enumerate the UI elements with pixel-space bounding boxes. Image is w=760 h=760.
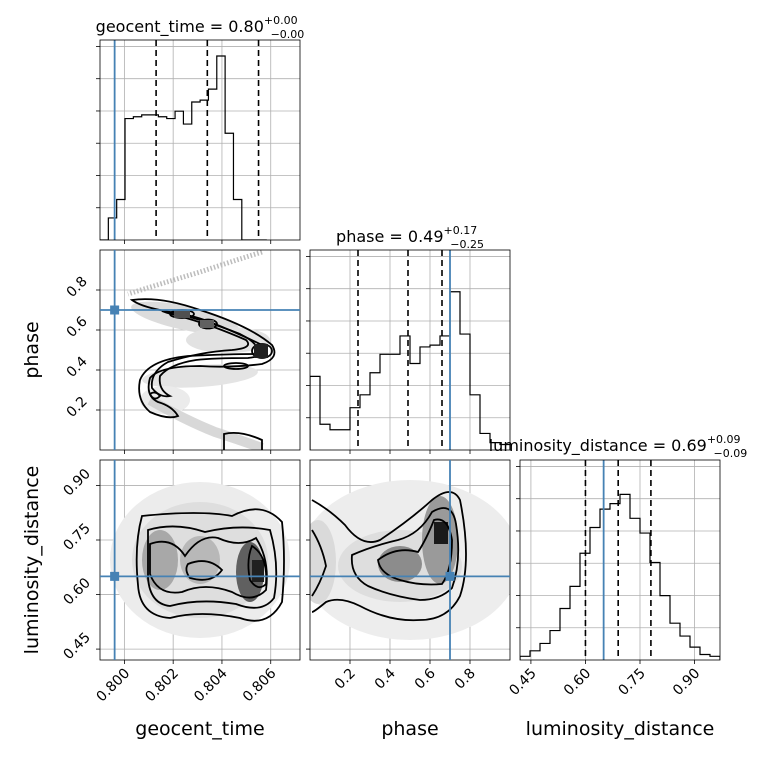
ylabel-luminosity-distance: luminosity_distance [21, 466, 43, 655]
ytick-label-phase: 0.6 [64, 314, 91, 341]
panel-phase-hist: phase = 0.49+0.17 −0.25 [306, 224, 511, 454]
scatter-cloud-phase-vs-geocent-time [127, 250, 270, 450]
yticks-phase-hist [306, 256, 471, 454]
grid-geocent-time-hist [100, 40, 300, 240]
xtick-label-geocent-time: 0.804 [191, 665, 231, 705]
grid-phase-vs-geocent-time [100, 250, 300, 450]
density-contours-luminosity-distance-vs-phase [311, 491, 467, 622]
panel-luminosity-distance-hist: luminosity_distance = 0.69+0.09 −0.09 [489, 433, 748, 664]
ticks-luminosity-distance-vs-geocent-time [96, 485, 272, 664]
xtick-label-geocent-time: 0.802 [142, 666, 182, 706]
title-phase: phase = 0.49+0.17 −0.25 [336, 224, 484, 251]
ytick-label-luminosity-distance: 0.90 [60, 466, 93, 499]
histogram-geocent-time [100, 55, 267, 240]
histogram-luminosity-distance [520, 493, 720, 660]
truth-point [110, 571, 120, 581]
quantile-lines-phase [357, 250, 443, 450]
ytick-label-phase: 0.2 [64, 394, 91, 421]
title-geocent-time: geocent_time = 0.80+0.00 −0.00 [96, 14, 305, 41]
yticks-geocent-time-hist [96, 46, 272, 244]
xtick-label-geocent-time: 0.806 [240, 665, 280, 705]
ticks-phase-vs-geocent-time [96, 289, 272, 454]
histogram-phase [310, 291, 510, 450]
xlabel-geocent-time: geocent_time [135, 718, 264, 740]
xtick-label-luminosity-distance: 0.60 [561, 666, 594, 699]
xtick-label-phase: 0.2 [332, 666, 359, 693]
xlabel-phase: phase [381, 718, 438, 740]
xtick-label-luminosity-distance: 0.45 [506, 666, 539, 699]
xtick-label-phase: 0.8 [452, 666, 479, 693]
truth-point [445, 571, 455, 581]
panel-luminosity-distance-vs-phase [306, 459, 511, 664]
ytick-label-phase: 0.4 [64, 354, 91, 381]
xtick-label-phase: 0.4 [372, 665, 399, 692]
truth-marker-luminosity-distance-vs-geocent-time [100, 460, 300, 660]
density-contours-luminosity-distance-vs-geocent-time [135, 508, 285, 622]
xtick-label-phase: 0.6 [412, 665, 439, 692]
panel-luminosity-distance-vs-geocent-time [96, 459, 301, 664]
yticks-luminosity-distance-hist [516, 466, 695, 664]
panel-phase-vs-geocent-time [96, 249, 301, 454]
title-luminosity-distance: luminosity_distance = 0.69+0.09 −0.09 [489, 433, 748, 460]
xlabel-luminosity-distance: luminosity_distance [526, 718, 715, 740]
ytick-label-luminosity-distance: 0.45 [60, 630, 93, 663]
xtick-label-luminosity-distance: 0.90 [670, 666, 703, 699]
xtick-label-luminosity-distance: 0.75 [615, 666, 648, 699]
quantile-lines-geocent-time [155, 40, 260, 240]
ytick-label-phase: 0.8 [64, 274, 91, 301]
panel-geocent-time-hist: geocent_time = 0.80+0.00 −0.00 [96, 14, 305, 244]
scatter-cloud-luminosity-distance-vs-phase [310, 480, 510, 640]
truth-marker-luminosity-distance-vs-phase [310, 460, 510, 660]
quantile-lines-luminosity-distance [584, 460, 652, 660]
ytick-label-luminosity-distance: 0.75 [60, 520, 93, 553]
density-shading-phase-vs-geocent-time [174, 310, 268, 358]
ytick-label-luminosity-distance: 0.60 [60, 575, 93, 608]
ylabel-phase: phase [21, 321, 43, 378]
truth-point [110, 305, 120, 315]
truth-marker-phase-vs-geocent-time [100, 250, 300, 450]
ticks-luminosity-distance-vs-phase [306, 485, 471, 664]
xtick-label-geocent-time: 0.800 [94, 666, 134, 706]
